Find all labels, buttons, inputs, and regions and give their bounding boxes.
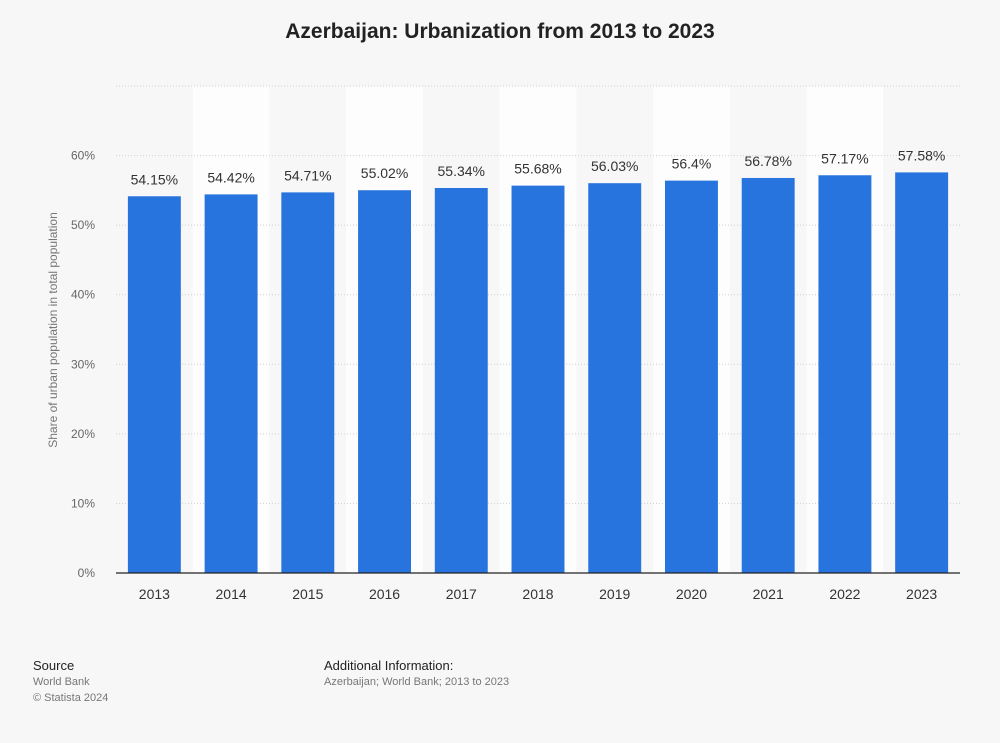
- x-tick-label: 2016: [369, 586, 400, 602]
- y-tick-label: 40%: [71, 288, 95, 302]
- x-tick-label: 2015: [292, 586, 323, 602]
- y-tick-label: 10%: [71, 496, 95, 510]
- bar: [664, 180, 718, 574]
- data-label: 55.34%: [438, 163, 485, 179]
- y-tick-label: 50%: [71, 218, 95, 232]
- additional-info-heading: Additional Information:: [324, 658, 454, 673]
- x-tick-label: 2020: [676, 586, 707, 602]
- y-axis-label: Share of urban population in total popul…: [46, 212, 60, 448]
- source-block: Source World Bank © Statista 2024: [33, 658, 108, 706]
- data-label: 57.58%: [898, 147, 945, 163]
- bar: [127, 196, 181, 573]
- y-tick-label: 60%: [71, 149, 95, 163]
- data-label: 54.15%: [131, 171, 178, 187]
- bar: [588, 183, 642, 573]
- data-label: 54.42%: [207, 169, 254, 185]
- x-tick-label: 2021: [753, 586, 784, 602]
- data-label: 55.02%: [361, 165, 408, 181]
- source-heading: Source: [33, 658, 75, 673]
- x-tick-label: 2014: [216, 586, 247, 602]
- bar: [358, 190, 412, 573]
- x-tick-label: 2022: [829, 586, 860, 602]
- additional-info-block: Additional Information: Azerbaijan; Worl…: [324, 658, 509, 690]
- data-label: 57.17%: [821, 150, 868, 166]
- y-tick-label: 20%: [71, 427, 95, 441]
- data-label: 56.4%: [672, 156, 712, 172]
- data-label: 54.71%: [284, 167, 331, 183]
- x-tick-label: 2018: [522, 586, 553, 602]
- bar: [741, 177, 795, 573]
- bar-chart: 0% 10% 20% 30% 40% 50% 60% 54.15% 2013 54.42% 2014…: [71, 85, 960, 602]
- copyright: © Statista 2024: [33, 692, 109, 704]
- bar: [434, 187, 488, 574]
- chart-title: Azerbaijan: Urbanization from 2013 to 20…: [285, 20, 715, 43]
- data-label: 56.03%: [591, 158, 638, 174]
- x-tick-label: 2019: [599, 586, 630, 602]
- bar: [511, 185, 565, 573]
- additional-info-text: Azerbaijan; World Bank; 2013 to 2023: [324, 676, 510, 688]
- data-label: 56.78%: [744, 153, 791, 169]
- x-tick-label: 2017: [446, 586, 477, 602]
- bar: [204, 194, 258, 574]
- bar: [818, 175, 872, 574]
- x-tick-label: 2013: [139, 586, 170, 602]
- bar: [895, 172, 949, 573]
- source-name: World Bank: [33, 676, 90, 688]
- x-tick-label: 2023: [906, 586, 937, 602]
- bar: [281, 192, 335, 574]
- y-tick-label: 0%: [78, 566, 96, 580]
- y-tick-label: 30%: [71, 357, 95, 371]
- data-label: 55.68%: [514, 161, 561, 177]
